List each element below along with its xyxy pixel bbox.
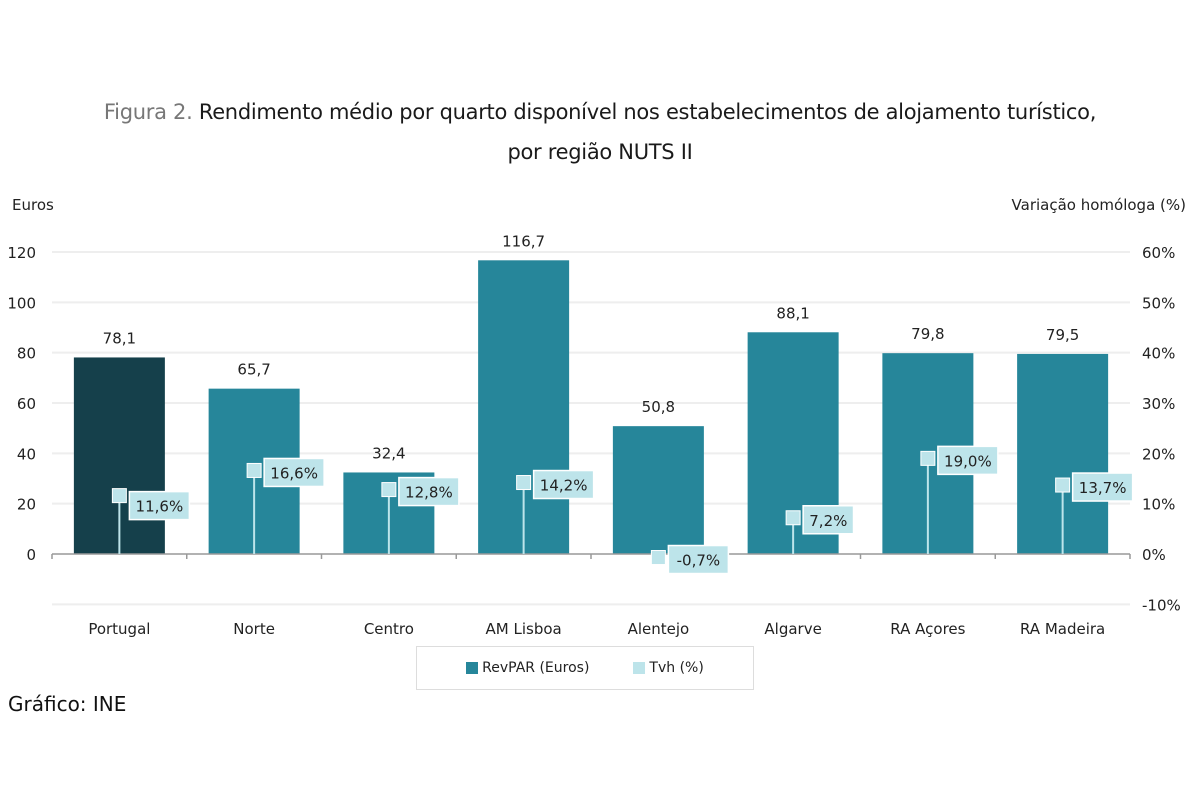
y-right-tick-label: 50% (1142, 294, 1175, 312)
x-tick-label: Portugal (88, 620, 150, 638)
legend-item-revpar: RevPAR (Euros) (466, 660, 589, 676)
tvh-label-box (667, 544, 730, 575)
chart-title-line2: por região NUTS II (507, 140, 693, 164)
bar-data-label: 32,4 (372, 444, 405, 462)
tvh-marker (785, 510, 801, 526)
tvh-label-box (1071, 472, 1134, 502)
legend: RevPAR (Euros) Tvh (%) (416, 646, 754, 690)
y-left-tick-label: 40 (17, 445, 36, 463)
bar-data-label: 116,7 (502, 232, 545, 250)
tvh-marker (650, 550, 666, 566)
y-right-tick-label: 20% (1142, 445, 1175, 463)
tvh-data-label: 12,8% (405, 484, 453, 502)
tvh-label-box (802, 505, 855, 535)
y-left-tick-label: 0 (26, 546, 36, 564)
y-right-tick-label: 10% (1142, 496, 1175, 514)
tvh-label-box (532, 469, 595, 500)
bar-data-label: 50,8 (642, 398, 675, 416)
x-tick-label: AM Lisboa (486, 620, 562, 638)
y-left-tick-label: 80 (17, 345, 36, 363)
chart-title-line1: Figura 2. Rendimento médio por quarto di… (103, 100, 1097, 124)
tvh-marker (381, 482, 397, 498)
tvh-data-label: 11,6% (136, 498, 184, 516)
legend-swatch (466, 662, 479, 674)
bar-data-label: 79,5 (1046, 326, 1079, 344)
source-caption: Gráfico: INE (8, 692, 127, 716)
tvh-label-box (398, 476, 460, 507)
tvh-data-label: 16,6% (270, 464, 318, 482)
tvh-data-label: -0,7% (677, 552, 721, 570)
tvh-marker (516, 475, 532, 491)
tvh-data-label: 19,0% (944, 452, 992, 470)
bar-data-label: 78,1 (103, 329, 136, 347)
bar-alentejo (612, 426, 704, 554)
y-left-tick-label: 100 (7, 294, 36, 312)
tvh-marker (920, 450, 936, 466)
y-right-tick-label: 0% (1142, 546, 1166, 564)
x-tick-label: Algarve (764, 620, 821, 638)
tvh-label-box (263, 457, 325, 488)
tvh-data-label: 13,7% (1079, 479, 1127, 497)
tvh-data-label: 14,2% (540, 477, 588, 495)
tvh-marker (1055, 477, 1071, 493)
y-left-tick-label: 120 (7, 244, 36, 262)
y-right-tick-label: 30% (1142, 395, 1175, 413)
x-tick-label: Alentejo (628, 620, 690, 638)
bar-data-label: 79,8 (911, 325, 944, 343)
y-axis-right-title: Variação homóloga (%) (1011, 196, 1186, 214)
x-tick-label: Norte (233, 620, 275, 638)
tvh-label-box (128, 490, 191, 521)
tvh-label-box (937, 445, 999, 476)
x-tick-label: RA Madeira (1020, 620, 1105, 638)
tvh-data-label: 7,2% (809, 512, 847, 530)
x-tick-label: Centro (364, 620, 414, 638)
bar-data-label: 88,1 (776, 304, 809, 322)
bar-data-label: 65,7 (237, 361, 270, 379)
y-right-tick-label: 60% (1142, 244, 1175, 262)
y-left-tick-label: 60 (17, 395, 36, 413)
tvh-marker (246, 462, 262, 478)
y-left-tick-label: 20 (17, 496, 36, 514)
legend-swatch (633, 662, 646, 674)
y-right-tick-label: 40% (1142, 345, 1175, 363)
x-tick-label: RA Açores (890, 620, 965, 638)
legend-item-tvh: Tvh (%) (633, 660, 704, 676)
tvh-marker (111, 488, 127, 504)
y-axis-left-title: Euros (12, 196, 54, 214)
y-right-tick-label: -10% (1142, 596, 1181, 614)
